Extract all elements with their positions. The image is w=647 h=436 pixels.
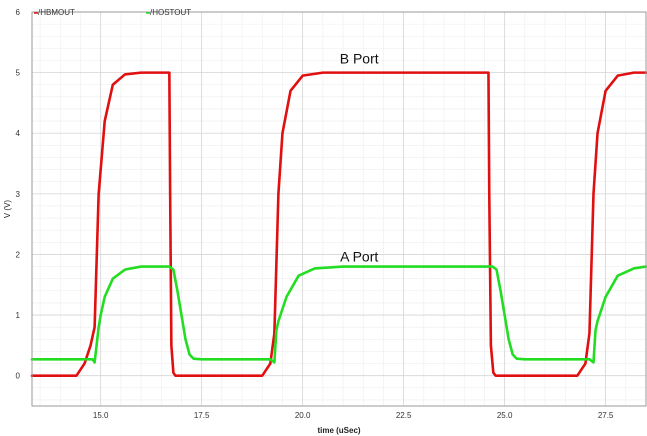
legend-entry: /HOSTOUT — [150, 8, 191, 17]
x-tick-labels: 15.0 17.5 20.0 22.5 25.0 27.5 — [93, 411, 614, 420]
y-tick-label: 1 — [16, 311, 21, 320]
legend: /HBMOUT/HOSTOUT — [34, 8, 191, 17]
x-tick-label: 17.5 — [194, 411, 210, 420]
series-line-1 — [30, 265, 647, 364]
y-tick-label: 3 — [16, 190, 21, 199]
x-tick-label: 25.0 — [497, 411, 513, 420]
x-tick-label: 15.0 — [93, 411, 109, 420]
plot-frame — [31, 11, 647, 407]
x-axis-label: time (uSec) — [317, 426, 360, 435]
y-axis-label: V (V) — [3, 200, 12, 219]
y-tick-labels: 0 1 2 3 4 5 6 — [16, 8, 21, 381]
annotation-label: B Port — [340, 51, 379, 67]
x-tick-label: 22.5 — [396, 411, 412, 420]
annotations: B Port A Port — [340, 51, 379, 265]
legend-entry: /HBMOUT — [38, 8, 75, 17]
y-tick-label: 6 — [16, 8, 21, 17]
y-tick-label: 4 — [16, 129, 21, 138]
y-tick-label: 0 — [16, 372, 21, 381]
series-layer — [30, 71, 647, 377]
x-tick-label: 27.5 — [598, 411, 614, 420]
annotation-label: A Port — [340, 249, 378, 265]
series-line-0 — [30, 71, 647, 377]
x-tick-label: 20.0 — [295, 411, 311, 420]
y-tick-label: 5 — [16, 69, 21, 78]
y-tick-label: 2 — [16, 250, 21, 259]
